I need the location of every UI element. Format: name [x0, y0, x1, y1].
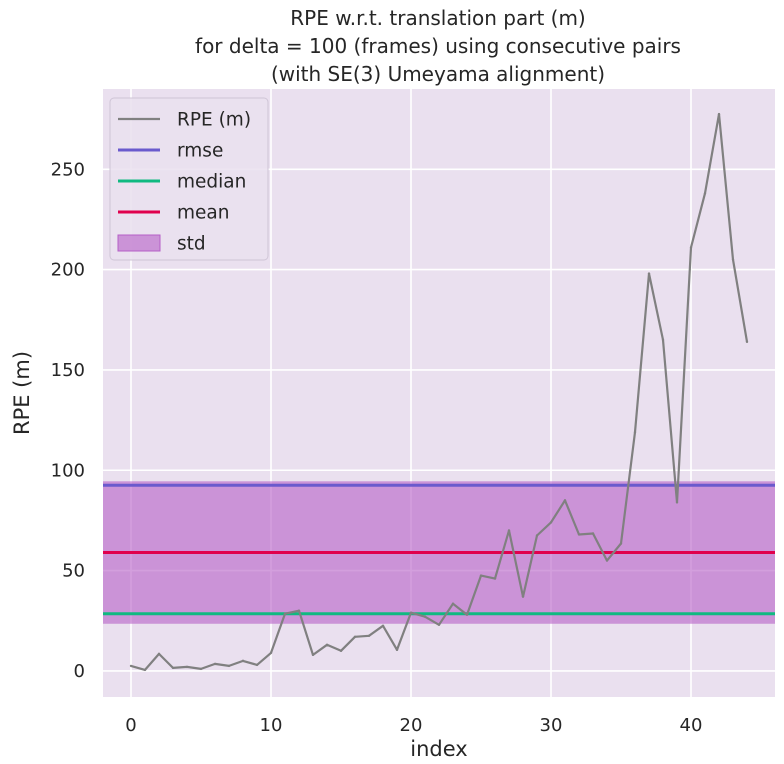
- legend-label-median: median: [177, 172, 246, 193]
- rpe-point-1: [143, 668, 147, 672]
- y-tick-label-250: 250: [51, 159, 85, 180]
- rpe-point-4: [185, 665, 189, 669]
- rpe-point-42: [717, 112, 721, 116]
- rpe-point-8: [241, 659, 245, 663]
- rpe-point-33: [591, 532, 595, 535]
- rpe-point-26: [493, 577, 497, 580]
- rpe-point-29: [535, 534, 539, 537]
- rpe-point-34: [605, 559, 609, 562]
- rpe-point-40: [689, 246, 693, 249]
- rpe-point-23: [451, 602, 455, 605]
- rpe-point-3: [171, 666, 175, 670]
- grid-lines: [103, 89, 775, 697]
- chart-title-line-2: for delta = 100 (frames) using consecuti…: [195, 34, 681, 58]
- y-tick-label-150: 150: [51, 360, 85, 381]
- rpe-point-24: [465, 613, 469, 616]
- rpe-point-19: [395, 648, 399, 652]
- series-layer: [129, 112, 749, 672]
- legend-label-rpe-m: RPE (m): [177, 110, 251, 131]
- x-tick-label-20: 20: [400, 715, 423, 736]
- rpe-point-41: [703, 192, 707, 195]
- rpe-point-5: [199, 667, 203, 671]
- legend-swatch-std: [117, 234, 161, 252]
- y-tick-label-200: 200: [51, 260, 85, 281]
- legend-label-std: std: [177, 234, 206, 255]
- x-axis-label: index: [410, 737, 467, 761]
- rpe-point-16: [353, 635, 357, 639]
- rpe-point-13: [311, 653, 315, 657]
- rpe-point-14: [325, 643, 329, 647]
- rpe-point-36: [633, 430, 637, 434]
- rpe-point-32: [577, 533, 581, 536]
- rpe-point-12: [297, 609, 301, 612]
- rpe-point-11: [283, 612, 287, 615]
- chart-title-line-1: RPE w.r.t. translation part (m): [290, 6, 586, 30]
- rpe-point-17: [367, 634, 371, 637]
- legend-label-rmse: rmse: [177, 141, 223, 162]
- rpe-point-37: [647, 272, 651, 275]
- rpe-point-18: [381, 624, 385, 627]
- rpe-point-38: [661, 338, 665, 342]
- rpe-point-22: [437, 623, 441, 626]
- x-tick-label-10: 10: [260, 715, 283, 736]
- y-tick-labels: 0 50 100 150 200 250: [51, 159, 85, 682]
- chart-title-line-3: (with SE(3) Umeyama alignment): [271, 62, 605, 86]
- rpe-point-2: [157, 652, 161, 656]
- rpe-point-0: [129, 664, 133, 668]
- y-tick-label-100: 100: [51, 460, 85, 481]
- x-tick-labels: 0 10 20 30 40: [125, 715, 702, 736]
- legend-label-mean: mean: [177, 203, 229, 224]
- x-tick-label-40: 40: [680, 715, 703, 736]
- y-axis-label: RPE (m): [10, 351, 34, 435]
- legend-box: [109, 97, 269, 261]
- rpe-point-27: [507, 529, 511, 532]
- x-tick-label-30: 30: [540, 715, 563, 736]
- y-tick-label-50: 50: [62, 561, 85, 582]
- rpe-point-44: [745, 340, 749, 344]
- legend: RPE (m) rmse median mean std: [109, 97, 269, 261]
- rpe-point-9: [255, 663, 259, 667]
- chart-title: RPE w.r.t. translation part (m) for delt…: [195, 6, 681, 86]
- rpe-point-10: [269, 651, 273, 655]
- rpe-point-28: [521, 595, 525, 598]
- rpe-point-35: [619, 542, 623, 545]
- x-tick-label-0: 0: [125, 715, 136, 736]
- rpe-point-25: [479, 574, 483, 577]
- y-tick-label-0: 0: [74, 661, 85, 682]
- rpe-point-30: [549, 521, 553, 524]
- rpe-point-43: [731, 258, 735, 261]
- rpe-point-6: [213, 662, 217, 666]
- rpe-point-15: [339, 649, 343, 653]
- rpe-point-7: [227, 664, 231, 668]
- stat-lines-layer: [103, 483, 775, 616]
- rpe-point-31: [563, 499, 567, 502]
- rpe-point-39: [675, 501, 679, 504]
- rpe-point-21: [423, 615, 427, 618]
- rpe-point-20: [409, 611, 413, 614]
